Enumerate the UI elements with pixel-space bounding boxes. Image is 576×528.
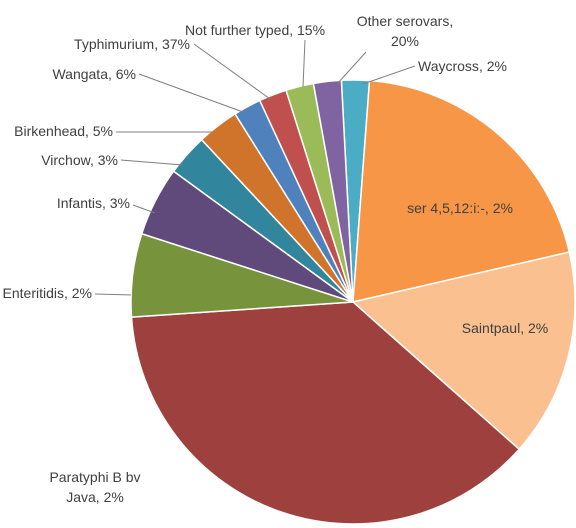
category-label: Enteritidis [2, 285, 64, 301]
category-label: Other serovars [356, 13, 450, 29]
leader-line [138, 73, 244, 113]
value-label: 2% [71, 285, 92, 301]
category-label: ser 4,5,12:i:- [407, 200, 485, 216]
value-label: 2% [492, 200, 513, 216]
category-label: Not further typed [184, 22, 290, 38]
label-separator: , [95, 489, 104, 505]
value-label: 5% [92, 123, 113, 139]
pie-slice [352, 79, 571, 303]
pie-slice [351, 251, 576, 451]
data-label: Virchow, 3% [41, 150, 118, 170]
leader-line [132, 204, 156, 214]
pie-slice [312, 79, 354, 303]
label-separator: , [520, 320, 528, 336]
value-label: 3% [97, 152, 118, 168]
data-label: Birkenhead, 5% [14, 121, 113, 141]
value-label: 2% [486, 58, 507, 74]
category-label: Virchow [41, 152, 90, 168]
category-label: Wangata [52, 66, 108, 82]
leader-line [302, 39, 306, 88]
category-label: Waycross [418, 58, 479, 74]
label-separator: , [154, 36, 162, 52]
data-label: Wangata, 6% [52, 64, 136, 84]
leader-line [193, 43, 271, 100]
data-label: ser 4,5,12:i:-, 2% [395, 198, 525, 218]
leader-line [120, 159, 184, 166]
value-label: 3% [109, 195, 130, 211]
value-label: 37% [161, 36, 190, 52]
value-label: 20% [390, 33, 420, 49]
data-label: Infantis, 3% [57, 193, 130, 213]
category-label: Infantis [56, 195, 102, 211]
label-separator: , [89, 152, 98, 168]
pie-slice [130, 301, 521, 525]
data-label: Paratyphi B bv Java, 2% [45, 467, 145, 507]
value-label: 6% [115, 66, 136, 82]
data-label: Saintpaul, 2% [458, 318, 553, 338]
value-label: 15% [297, 22, 326, 38]
leader-line [94, 293, 132, 296]
label-separator: , [484, 200, 493, 216]
label-separator: , [84, 123, 93, 139]
category-label: Saintpaul [461, 320, 521, 336]
category-label: Typhimurium [74, 36, 155, 52]
data-label: Waycross, 2% [418, 56, 507, 76]
category-label: Birkenhead [14, 123, 85, 139]
label-separator: , [478, 58, 487, 74]
label-separator: , [289, 22, 298, 38]
data-label: Typhimurium, 37% [74, 34, 190, 54]
value-label: 2% [103, 489, 124, 505]
data-label: Not further typed, 15% [185, 20, 325, 40]
leader-line [337, 51, 367, 84]
value-label: 2% [527, 320, 549, 336]
data-label: Other serovars, 20% [350, 11, 460, 51]
label-separator: , [449, 13, 454, 29]
label-separator: , [107, 66, 116, 82]
category-label: Paratyphi B bv Java [49, 469, 141, 505]
data-label: Enteritidis, 2% [3, 283, 92, 303]
label-separator: , [101, 195, 110, 211]
label-separator: , [63, 285, 72, 301]
leader-line [362, 65, 416, 85]
